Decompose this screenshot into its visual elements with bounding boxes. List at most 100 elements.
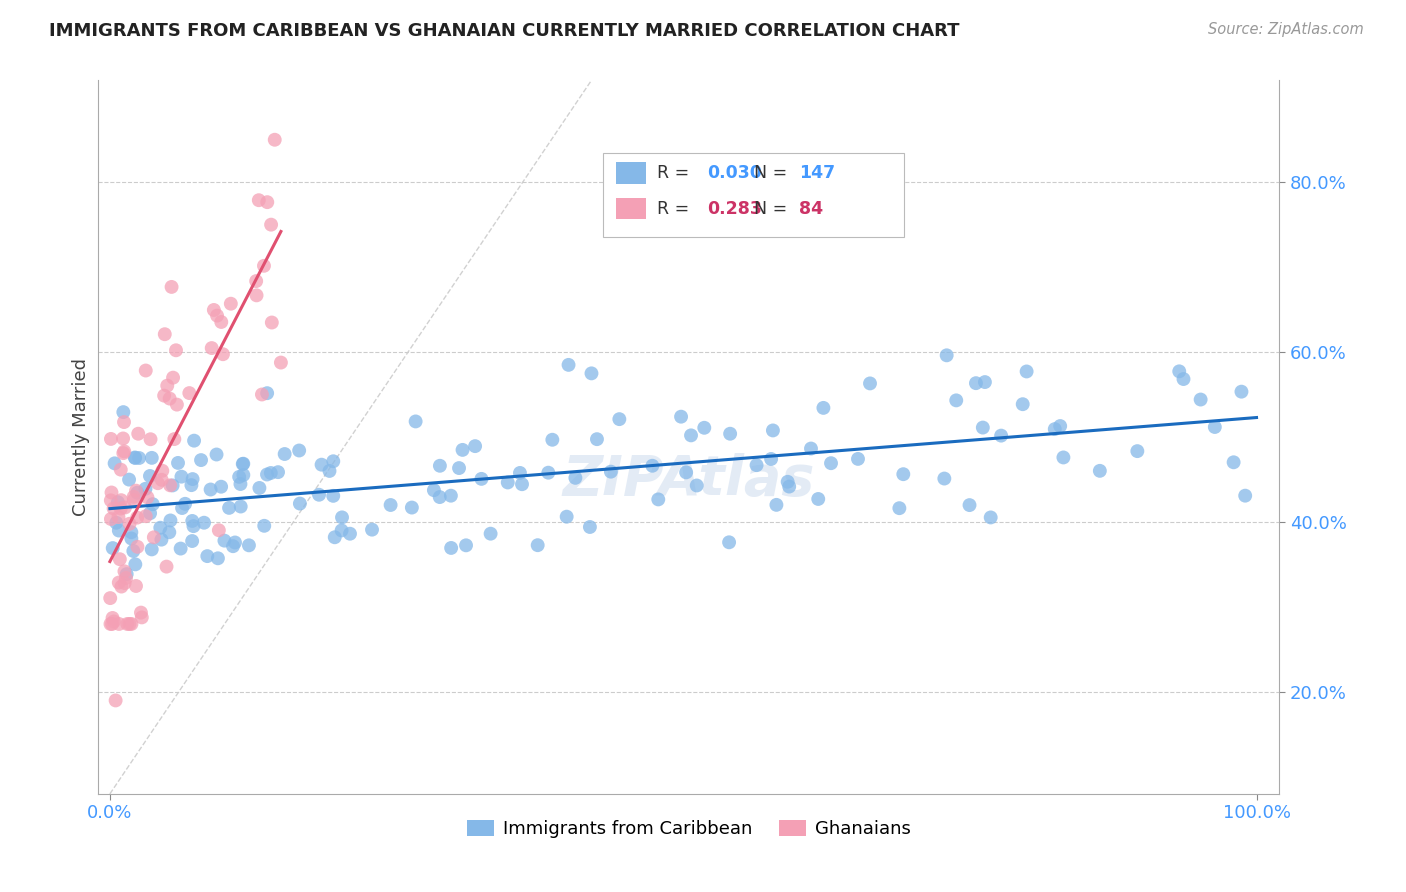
Point xyxy=(170,469,193,483)
Point xyxy=(208,523,231,537)
Point xyxy=(167,456,190,470)
Point xyxy=(322,454,344,468)
Point xyxy=(142,530,165,544)
Point xyxy=(127,540,149,554)
Point xyxy=(1168,364,1191,378)
Point xyxy=(112,432,135,446)
Point xyxy=(959,498,981,512)
Point xyxy=(207,551,229,566)
Text: 84: 84 xyxy=(799,200,823,218)
Point xyxy=(218,500,240,515)
Point xyxy=(253,518,276,533)
Point xyxy=(245,274,267,288)
Point xyxy=(205,448,228,462)
Point xyxy=(219,296,242,310)
Text: 147: 147 xyxy=(799,164,835,182)
Point xyxy=(169,541,191,556)
Point xyxy=(222,539,245,553)
Point xyxy=(162,370,184,384)
Point xyxy=(464,439,486,453)
Point xyxy=(103,501,125,516)
Point xyxy=(440,541,463,555)
Point xyxy=(288,443,311,458)
Text: Source: ZipAtlas.com: Source: ZipAtlas.com xyxy=(1208,22,1364,37)
Point xyxy=(718,426,741,441)
Point xyxy=(599,465,621,479)
Point xyxy=(127,426,149,441)
Point xyxy=(129,606,152,620)
Point xyxy=(232,457,254,471)
Point xyxy=(120,532,142,546)
Point xyxy=(361,523,384,537)
Point xyxy=(195,549,218,563)
Point xyxy=(440,489,463,503)
Point xyxy=(859,376,882,391)
Point xyxy=(990,428,1012,442)
Point xyxy=(124,450,146,465)
Point xyxy=(101,541,124,555)
Point xyxy=(256,467,278,482)
Point xyxy=(762,424,785,438)
Point xyxy=(150,533,173,547)
Point xyxy=(318,464,340,478)
Point xyxy=(641,458,664,473)
Point xyxy=(122,544,145,558)
Point xyxy=(112,415,135,429)
Point xyxy=(253,259,276,273)
Point xyxy=(380,498,402,512)
Point xyxy=(679,428,702,442)
Point xyxy=(179,386,201,401)
Point xyxy=(429,490,451,504)
Point xyxy=(142,497,165,511)
Text: IMMIGRANTS FROM CARIBBEAN VS GHANAIAN CURRENTLY MARRIED CORRELATION CHART: IMMIGRANTS FROM CARIBBEAN VS GHANAIAN CU… xyxy=(49,22,960,40)
Point xyxy=(537,466,560,480)
Point xyxy=(311,458,333,472)
Point xyxy=(1011,397,1033,411)
Point xyxy=(98,591,121,606)
Point xyxy=(401,500,423,515)
Point xyxy=(229,500,252,514)
Point xyxy=(972,420,994,434)
Point xyxy=(934,471,956,485)
Point xyxy=(256,195,278,210)
Point xyxy=(510,477,533,491)
Point xyxy=(308,488,330,502)
Point xyxy=(609,412,631,426)
Point xyxy=(112,444,135,458)
Point xyxy=(146,476,169,491)
Point xyxy=(131,610,153,624)
Point xyxy=(647,492,669,507)
Point xyxy=(322,489,344,503)
Point xyxy=(108,617,131,632)
Point xyxy=(675,466,697,480)
Point xyxy=(454,538,477,552)
Point xyxy=(581,367,603,381)
Point xyxy=(330,510,353,524)
Point xyxy=(100,432,122,446)
Point xyxy=(181,472,204,486)
Point xyxy=(1173,372,1195,386)
FancyBboxPatch shape xyxy=(616,198,647,219)
Point xyxy=(112,405,135,419)
Point xyxy=(273,447,295,461)
Point xyxy=(526,538,548,552)
Point xyxy=(105,516,128,530)
Point xyxy=(228,470,250,484)
Point xyxy=(141,450,163,465)
Point xyxy=(110,493,132,508)
Point xyxy=(813,401,835,415)
Point xyxy=(153,389,176,403)
FancyBboxPatch shape xyxy=(616,162,647,184)
Text: 0.030: 0.030 xyxy=(707,164,762,182)
Point xyxy=(128,450,150,465)
Point xyxy=(807,491,830,506)
Point xyxy=(800,442,823,456)
Point xyxy=(149,521,172,535)
Point xyxy=(103,615,125,629)
Point xyxy=(945,393,967,408)
Text: R =: R = xyxy=(657,200,689,218)
Point xyxy=(120,525,142,540)
Point xyxy=(541,433,564,447)
Point xyxy=(260,218,283,232)
Point xyxy=(238,538,260,552)
